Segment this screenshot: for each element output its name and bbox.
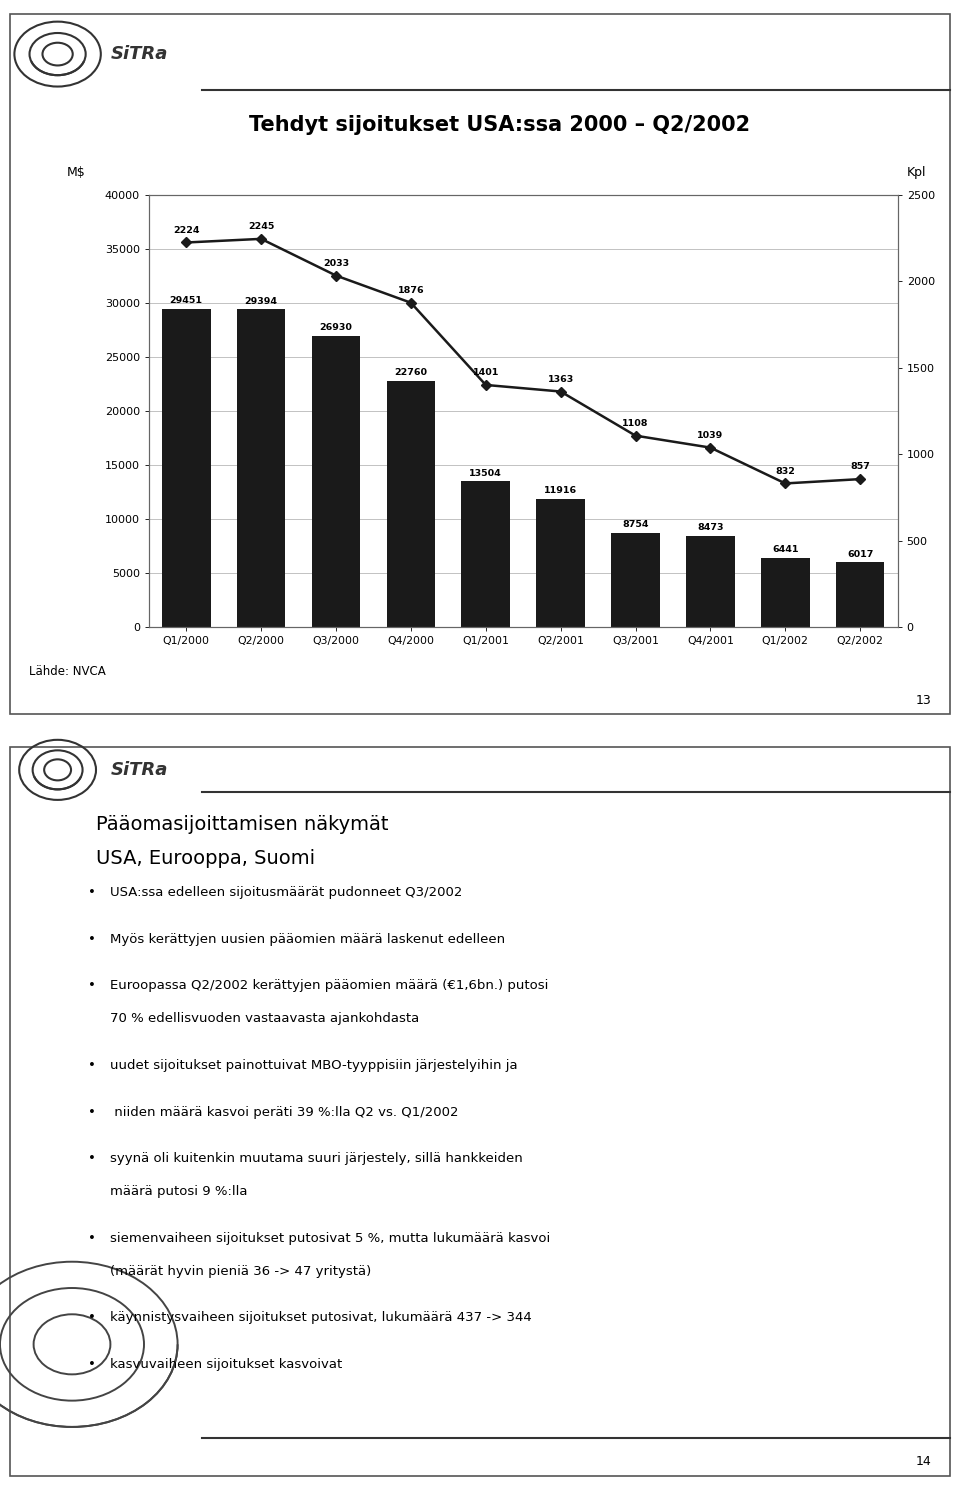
Text: 13504: 13504: [469, 468, 502, 477]
Text: 1039: 1039: [697, 431, 724, 440]
Text: M$: M$: [67, 167, 86, 178]
Bar: [612, 532, 660, 628]
Text: kasvuvaiheen sijoitukset kasvoivat: kasvuvaiheen sijoitukset kasvoivat: [110, 1358, 343, 1371]
Text: •: •: [88, 1231, 96, 1245]
Text: 6441: 6441: [772, 544, 799, 555]
Text: •: •: [88, 1358, 96, 1371]
Text: 11916: 11916: [544, 486, 577, 495]
Text: USA, Eurooppa, Suomi: USA, Eurooppa, Suomi: [96, 849, 315, 868]
Text: 1363: 1363: [547, 375, 574, 384]
Bar: [312, 336, 360, 628]
Text: 8473: 8473: [697, 523, 724, 532]
Text: 1876: 1876: [397, 286, 424, 294]
Text: 8754: 8754: [622, 520, 649, 529]
Bar: [162, 309, 210, 628]
Text: (määrät hyvin pieniä 36 -> 47 yritystä): (määrät hyvin pieniä 36 -> 47 yritystä): [110, 1265, 372, 1277]
Text: •: •: [88, 980, 96, 992]
FancyBboxPatch shape: [10, 15, 950, 714]
Text: SiTRa: SiTRa: [110, 45, 168, 62]
Bar: [761, 558, 809, 628]
Text: käynnistysvaiheen sijoitukset putosivat, lukumäärä 437 -> 344: käynnistysvaiheen sijoitukset putosivat,…: [110, 1312, 532, 1325]
FancyBboxPatch shape: [10, 748, 950, 1475]
Text: •: •: [88, 886, 96, 900]
Text: Pääomasijoittamisen näkymät: Pääomasijoittamisen näkymät: [96, 815, 389, 834]
Text: 1401: 1401: [472, 369, 499, 378]
Text: •: •: [88, 932, 96, 946]
Text: 29451: 29451: [170, 296, 203, 305]
Text: •: •: [88, 1152, 96, 1166]
Text: 22760: 22760: [395, 369, 427, 378]
Text: 29394: 29394: [245, 297, 277, 306]
Text: 26930: 26930: [320, 323, 352, 332]
Text: uudet sijoitukset painottuivat MBO-tyyppisiin järjestelyihin ja: uudet sijoitukset painottuivat MBO-tyypp…: [110, 1059, 518, 1072]
Text: •: •: [88, 1105, 96, 1118]
Text: siemenvaiheen sijoitukset putosivat 5 %, mutta lukumäärä kasvoi: siemenvaiheen sijoitukset putosivat 5 %,…: [110, 1231, 551, 1245]
Text: Euroopassa Q2/2002 kerättyjen pääomien määrä (€1,6bn.) putosi: Euroopassa Q2/2002 kerättyjen pääomien m…: [110, 980, 549, 992]
Text: 857: 857: [851, 462, 870, 471]
Text: syynä oli kuitenkin muutama suuri järjestely, sillä hankkeiden: syynä oli kuitenkin muutama suuri järjes…: [110, 1152, 523, 1166]
Bar: [836, 562, 884, 628]
Text: Lähde: NVCA: Lähde: NVCA: [29, 665, 106, 678]
Text: 832: 832: [776, 467, 795, 476]
Text: 14: 14: [916, 1456, 931, 1468]
Text: 13: 13: [916, 694, 931, 706]
Text: määrä putosi 9 %:lla: määrä putosi 9 %:lla: [110, 1185, 248, 1199]
Bar: [462, 482, 510, 628]
Text: Kpl: Kpl: [907, 167, 926, 178]
Text: niiden määrä kasvoi peräti 39 %:lla Q2 vs. Q1/2002: niiden määrä kasvoi peräti 39 %:lla Q2 v…: [110, 1105, 459, 1118]
Bar: [237, 309, 285, 628]
Text: SiTRa: SiTRa: [110, 761, 168, 779]
Text: •: •: [88, 1312, 96, 1325]
Text: Tehdyt sijoitukset USA:ssa 2000 – Q2/2002: Tehdyt sijoitukset USA:ssa 2000 – Q2/200…: [249, 116, 750, 135]
Bar: [387, 381, 435, 628]
Bar: [686, 535, 734, 628]
Text: 2033: 2033: [323, 259, 349, 268]
Text: •: •: [88, 1059, 96, 1072]
Text: Myös kerättyjen uusien pääomien määrä laskenut edelleen: Myös kerättyjen uusien pääomien määrä la…: [110, 932, 506, 946]
Text: USA:ssa edelleen sijoitusmäärät pudonneet Q3/2002: USA:ssa edelleen sijoitusmäärät pudonnee…: [110, 886, 463, 900]
Text: 2245: 2245: [248, 222, 275, 230]
Bar: [537, 498, 585, 628]
Text: 1108: 1108: [622, 419, 649, 428]
Text: 6017: 6017: [847, 550, 874, 559]
Text: 70 % edellisvuoden vastaavasta ajankohdasta: 70 % edellisvuoden vastaavasta ajankohda…: [110, 1013, 420, 1026]
Text: 2224: 2224: [173, 226, 200, 235]
